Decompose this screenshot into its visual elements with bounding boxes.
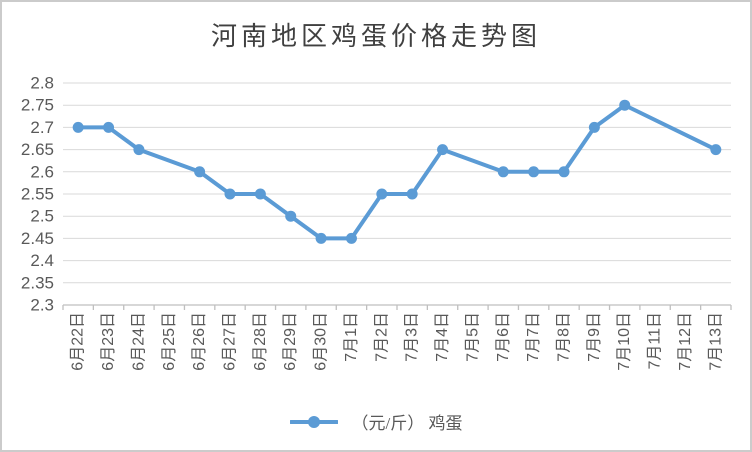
data-point-marker: [345, 232, 357, 244]
legend: （元/斤） 鸡蛋: [2, 409, 750, 434]
data-point-marker: [315, 232, 327, 244]
y-tick-label: 2.45: [21, 229, 54, 248]
x-tick-label: 6月25日: [161, 312, 178, 371]
y-tick-label: 2.7: [30, 118, 54, 137]
x-tick-label: 7月4日: [434, 312, 451, 362]
y-tick-label: 2.3: [30, 296, 54, 315]
x-tick-label: 6月24日: [130, 312, 147, 371]
data-point-marker: [619, 99, 631, 111]
x-tick-label: 7月13日: [707, 312, 724, 371]
x-tick-label: 7月11日: [647, 312, 664, 370]
y-tick-label: 2.4: [30, 251, 54, 270]
y-tick-label: 2.5: [30, 207, 54, 226]
x-tick-label: 6月22日: [70, 312, 87, 371]
data-point-marker: [588, 121, 600, 133]
x-tick-label: 7月5日: [464, 312, 481, 362]
x-tick-label: 7月6日: [495, 312, 512, 362]
legend-line-marker-icon: [289, 415, 338, 428]
x-tick-label: 7月1日: [343, 312, 360, 362]
x-tick-label: 6月26日: [191, 312, 208, 371]
data-point-marker: [72, 121, 84, 133]
data-point-marker: [710, 144, 722, 156]
data-point-marker: [376, 188, 388, 200]
y-tick-label: 2.65: [21, 140, 54, 159]
y-tick-label: 2.6: [30, 162, 54, 181]
y-tick-label: 2.55: [21, 185, 54, 204]
x-tick-label: 7月9日: [586, 312, 603, 362]
x-tick-label: 7月7日: [525, 312, 542, 362]
x-tick-label: 7月12日: [677, 312, 694, 371]
data-point-marker: [254, 188, 266, 200]
y-tick-label: 2.8: [30, 74, 54, 93]
data-point-marker: [528, 166, 540, 178]
data-point-marker: [194, 166, 206, 178]
x-tick-label: 7月2日: [373, 312, 390, 362]
data-point-marker: [224, 188, 236, 200]
data-point-marker: [497, 166, 509, 178]
x-tick-label: 6月27日: [222, 312, 239, 371]
x-tick-label: 7月3日: [404, 312, 421, 362]
data-point-marker: [406, 188, 418, 200]
y-tick-label: 2.75: [21, 96, 54, 115]
data-point-marker: [558, 166, 570, 178]
data-point-marker: [285, 210, 297, 222]
legend-label: （元/斤） 鸡蛋: [351, 414, 463, 433]
data-point-marker: [133, 144, 145, 156]
x-tick-label: 6月28日: [252, 312, 269, 371]
x-tick-label: 6月29日: [282, 312, 299, 371]
data-point-marker: [437, 144, 449, 156]
x-tick-label: 6月23日: [100, 312, 117, 371]
series-line: [76, 103, 718, 241]
y-tick-label: 2.35: [21, 273, 54, 292]
x-tick-label: 7月10日: [616, 312, 633, 371]
x-tick-label: 7月8日: [556, 312, 573, 362]
x-tick-label: 6月30日: [313, 312, 330, 371]
chart-title: 河南地区鸡蛋价格走势图: [210, 22, 541, 51]
data-point-marker: [103, 121, 115, 133]
